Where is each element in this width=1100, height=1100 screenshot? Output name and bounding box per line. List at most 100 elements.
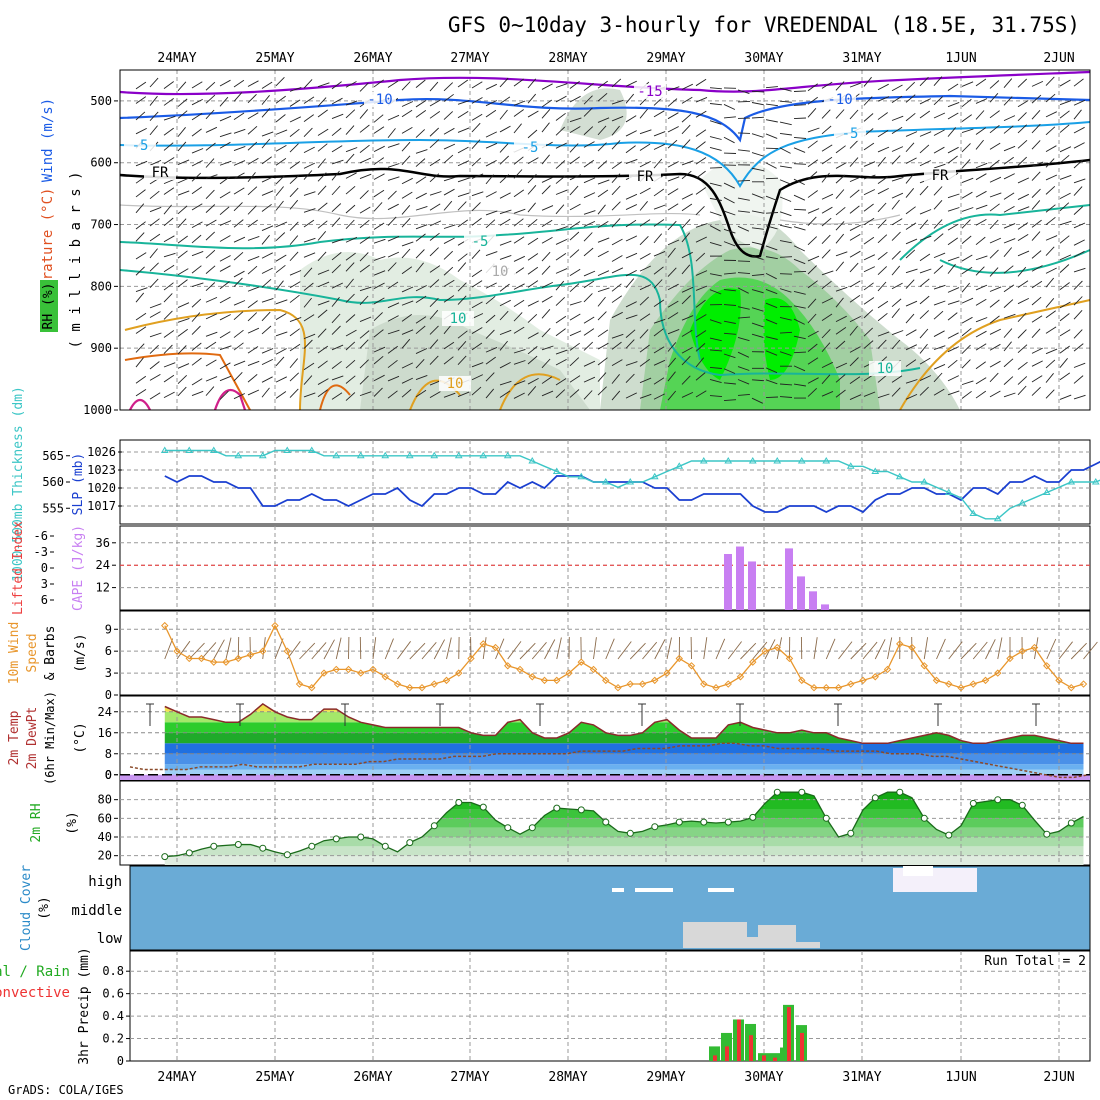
wind-barb bbox=[779, 288, 792, 293]
wind-barb bbox=[289, 128, 300, 138]
contour-label-bg bbox=[869, 361, 901, 376]
wind-barb bbox=[933, 284, 946, 290]
wind-barb bbox=[961, 143, 971, 153]
wind-barb bbox=[737, 89, 750, 95]
cape-grid bbox=[120, 526, 1090, 610]
wind-barb bbox=[443, 127, 455, 135]
wind-barb bbox=[863, 96, 873, 106]
wind-barb bbox=[821, 390, 834, 397]
wind-barb bbox=[667, 312, 679, 320]
wind-barb bbox=[569, 95, 581, 103]
wind-barb bbox=[919, 98, 931, 105]
wind-barb bbox=[779, 121, 792, 126]
wind-barb bbox=[905, 173, 914, 184]
thickness-marker bbox=[552, 467, 561, 474]
wind-barb bbox=[303, 333, 316, 340]
wind-barb bbox=[723, 304, 737, 306]
wind-barb bbox=[569, 221, 581, 229]
wind-barb bbox=[485, 109, 497, 118]
thickness-marker bbox=[846, 462, 855, 469]
wind-barb bbox=[401, 286, 414, 293]
wind-barb bbox=[1017, 361, 1028, 370]
wind-barb bbox=[695, 78, 707, 87]
wind-barb bbox=[877, 83, 889, 91]
wind-barb bbox=[681, 391, 694, 398]
axis-tick-label: 6 bbox=[105, 644, 112, 658]
wind-barb bbox=[1045, 174, 1058, 181]
contour-label-bg bbox=[924, 168, 956, 183]
wind-barb bbox=[961, 128, 974, 134]
wind-barb bbox=[1045, 235, 1058, 241]
rh-band bbox=[164, 846, 1084, 856]
wind-barb bbox=[793, 104, 807, 106]
wind-barb bbox=[1031, 386, 1041, 396]
wind-barb bbox=[583, 328, 595, 336]
wind-barb bbox=[373, 355, 384, 365]
rh2m-marker bbox=[847, 829, 855, 837]
wind-barb bbox=[471, 202, 481, 212]
wind-barb bbox=[695, 330, 707, 338]
wind10m-barb bbox=[617, 641, 632, 660]
wind-barb bbox=[275, 200, 284, 211]
wind-barb bbox=[513, 123, 522, 134]
wind-barb bbox=[681, 251, 693, 259]
wind10m-speed-line bbox=[161, 621, 1088, 692]
wind-barb bbox=[401, 314, 412, 322]
wind-barb bbox=[1073, 126, 1085, 134]
wind-barb bbox=[149, 262, 159, 272]
wind-barb bbox=[359, 330, 370, 339]
wind-barb bbox=[317, 281, 330, 288]
wind10m-barb bbox=[923, 637, 929, 660]
wind-barb bbox=[261, 176, 274, 183]
wind10m-speed-marker bbox=[259, 647, 267, 655]
wind-barb bbox=[709, 273, 722, 277]
wind-barbs bbox=[135, 76, 1086, 404]
wind-barb bbox=[1059, 394, 1072, 400]
contour-label: FR bbox=[932, 168, 949, 184]
wind-barb bbox=[401, 377, 413, 384]
rh2m-marker bbox=[749, 813, 757, 821]
wind-barb bbox=[177, 345, 187, 355]
wind-barb bbox=[443, 224, 456, 229]
wind-barb bbox=[611, 173, 621, 184]
rh2m-marker bbox=[553, 804, 561, 812]
wind-barb bbox=[1031, 296, 1042, 306]
wind-barb bbox=[905, 300, 918, 307]
lifted-index-ylabel: Lifted Index bbox=[11, 521, 26, 615]
wind-barb bbox=[975, 78, 987, 87]
wind-barb bbox=[891, 126, 903, 135]
wind-barb bbox=[555, 359, 567, 366]
wind-barb bbox=[303, 170, 313, 180]
wind-barb bbox=[149, 111, 159, 122]
wind-barb bbox=[1059, 174, 1072, 180]
temp2m-grid bbox=[120, 696, 1090, 780]
wind-barb bbox=[471, 217, 482, 226]
wind-barb bbox=[345, 204, 356, 214]
wind10m-barb bbox=[176, 640, 191, 660]
wind-barb bbox=[961, 207, 974, 212]
thickness-marker bbox=[381, 451, 390, 459]
wind-barb bbox=[723, 289, 736, 292]
wind-barb bbox=[933, 388, 945, 396]
wind-barb bbox=[1073, 267, 1086, 273]
wind-barb bbox=[933, 345, 946, 351]
wind-barb bbox=[905, 142, 915, 153]
wind-barb bbox=[317, 202, 328, 211]
wind-barb bbox=[751, 227, 764, 230]
wind-barb bbox=[499, 329, 512, 336]
wind-barb bbox=[219, 191, 231, 199]
wind-barb bbox=[793, 194, 806, 201]
wind-barb bbox=[135, 343, 145, 353]
wind-barb bbox=[1031, 94, 1042, 104]
wind-barb bbox=[961, 266, 973, 275]
wind-barb bbox=[429, 309, 439, 320]
wind-barb bbox=[541, 309, 551, 319]
wind-barb bbox=[611, 267, 624, 274]
wind-barb bbox=[849, 357, 859, 367]
wind-barb bbox=[555, 204, 565, 215]
wind-barb bbox=[471, 269, 483, 278]
contour-gray bbox=[119, 204, 901, 225]
wind-barb bbox=[667, 86, 680, 92]
wind-barb bbox=[807, 265, 817, 275]
cape-bar bbox=[736, 546, 744, 610]
